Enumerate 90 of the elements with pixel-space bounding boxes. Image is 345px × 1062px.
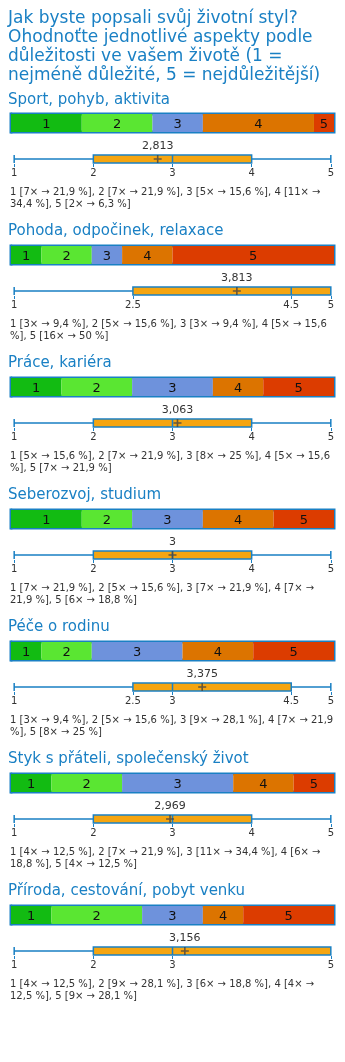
series-label: 1: [42, 115, 51, 131]
series-label: 1: [22, 643, 31, 659]
x-tick-label: 5: [327, 694, 335, 706]
x-tick-label: 3: [169, 694, 176, 706]
text: 1 [4× → 12,5 %], 2 [9× → 28,1 %], 3 [6× → 18,8 %], 4 [4× → 12,5 %], 5 [9× → 28,1 %]: [10, 978, 316, 1002]
chart-title: Práce, kariéra: [8, 352, 113, 372]
text: 2,969: [154, 799, 186, 812]
chart-title: Pohoda, odpočinek, relaxace: [8, 220, 225, 240]
x-tick-label: 2: [90, 562, 97, 574]
x-tick-label: 3: [169, 166, 176, 178]
series-label: 3: [168, 907, 177, 923]
series-label: 4: [143, 247, 152, 263]
x-tick-label: 2.5: [124, 694, 141, 706]
series-label: 4: [213, 643, 223, 659]
x-tick-label: 1: [10, 562, 18, 574]
chart-subtitle: Sport, pohyb, aktivita: [8, 90, 171, 108]
x-tick-label: 1: [10, 694, 18, 706]
series-label: 5: [319, 115, 329, 131]
x-tick-label: 3: [169, 562, 176, 574]
text: 2,813: [141, 139, 174, 152]
text: 1 [7× → 21,9 %], 2 [7× → 21,9 %], 3 [5× → 15,6 %], 4 [11× → 34,4 %], 5 [2× → 6,3 %]: [10, 186, 322, 210]
text: 3,063: [161, 403, 194, 416]
x-tick-label: 3: [169, 826, 176, 838]
text: 3,156: [169, 931, 201, 944]
series-label: 1: [42, 511, 51, 527]
series-label: 4: [254, 115, 263, 131]
series-label: 2: [92, 379, 101, 395]
x-tick-label: 5: [327, 430, 335, 442]
text: 1 [7× → 21,9 %], 2 [5× → 15,6 %], 3 [7× → 21,9 %], 4 [7× → 21,9 %], 5 [6× → 18,8 %]: [10, 582, 316, 606]
series-label: 3: [102, 247, 112, 263]
x-tick-label: 5: [327, 298, 335, 310]
series-label: 3: [132, 643, 142, 659]
series-label: 1: [27, 907, 36, 923]
text: 1 [5× → 15,6 %], 2 [7× → 21,9 %], 3 [8× → 25 %], 4 [5× → 15,6 %], 5 [7× → 21,9 %]: [10, 450, 332, 474]
series-label: 1: [22, 247, 31, 263]
series-label: 4: [234, 511, 243, 527]
series-label: 5: [249, 247, 258, 263]
chart-title: Péče o rodinu: [8, 616, 111, 636]
series-label: 5: [284, 907, 293, 923]
x-tick-label: 4: [248, 166, 255, 178]
chart-title: Seberozvoj, studium: [8, 484, 163, 504]
series-label: 3: [173, 115, 182, 131]
text: 1 [3× → 9,4 %], 2 [5× → 15,6 %], 3 [9× → 28,1 %], 4 [7× → 21,9 %], 5 [8× → 25 %]: [10, 714, 335, 738]
text: 3,813: [221, 271, 253, 284]
series-label: 5: [309, 775, 318, 791]
series-label: 5: [289, 643, 298, 659]
series-label: 4: [233, 379, 243, 395]
series-label: 2: [92, 907, 101, 923]
x-tick-label: 4.5: [283, 694, 300, 706]
chart-title: Styk s přáteli, společenský život: [8, 748, 250, 768]
text: 1 [3× → 9,4 %], 2 [5× → 15,6 %], 3 [3× → 9,4 %], 4 [5× → 15,6 %], 5 [16× → 50 %]: [10, 318, 328, 342]
series-label: 1: [32, 379, 41, 395]
series-label: 4: [259, 775, 268, 791]
x-tick-label: 1: [10, 826, 18, 838]
series-label: 2: [62, 643, 71, 659]
series-label: 1: [27, 775, 36, 791]
x-tick-label: 5: [327, 166, 335, 178]
x-tick-label: 5: [327, 826, 335, 838]
x-tick-label: 5: [327, 958, 335, 970]
x-tick-label: 2: [90, 958, 97, 970]
series-label: 2: [102, 511, 112, 527]
x-tick-label: 1: [10, 166, 18, 178]
text: 1 [4× → 12,5 %], 2 [7× → 21,9 %], 3 [11× → 34,4 %], 4 [6× → 18,8 %], 5 [4× → 12,5 %]: [10, 846, 322, 870]
x-tick-label: 4: [248, 826, 255, 838]
series-label: 3: [163, 511, 172, 527]
x-tick-label: 3: [169, 958, 176, 970]
x-tick-label: 1: [10, 298, 18, 310]
series-label: 2: [82, 775, 91, 791]
series-label: 4: [218, 907, 228, 923]
chart-title: Jak byste popsali svůj životní styl? Ohodnoťte jednotlivé aspekty podle důležitosti ve vašem životě (1 = nejméně důležité, 5 = nejdůležitější): [8, 7, 322, 84]
series-label: 3: [168, 379, 177, 395]
text: 3,375: [186, 667, 218, 680]
text: 3: [169, 535, 176, 548]
x-tick-label: 4: [248, 430, 255, 442]
x-tick-label: 5: [327, 562, 335, 574]
x-tick-label: 4: [248, 562, 255, 574]
x-tick-label: 2: [90, 826, 97, 838]
x-tick-label: 3: [169, 430, 176, 442]
x-tick-label: 1: [10, 958, 18, 970]
series-label: 5: [299, 511, 308, 527]
x-tick-label: 2: [90, 166, 97, 178]
x-tick-label: 4.5: [283, 298, 300, 310]
x-tick-label: 2.5: [124, 298, 141, 310]
series-label: 3: [173, 775, 182, 791]
x-tick-label: 1: [10, 430, 18, 442]
series-label: 2: [62, 247, 71, 263]
series-label: 5: [294, 379, 303, 395]
chart-title: Příroda, cestování, pobyt venku: [8, 880, 247, 900]
x-tick-label: 2: [90, 430, 97, 442]
series-label: 2: [112, 115, 122, 131]
